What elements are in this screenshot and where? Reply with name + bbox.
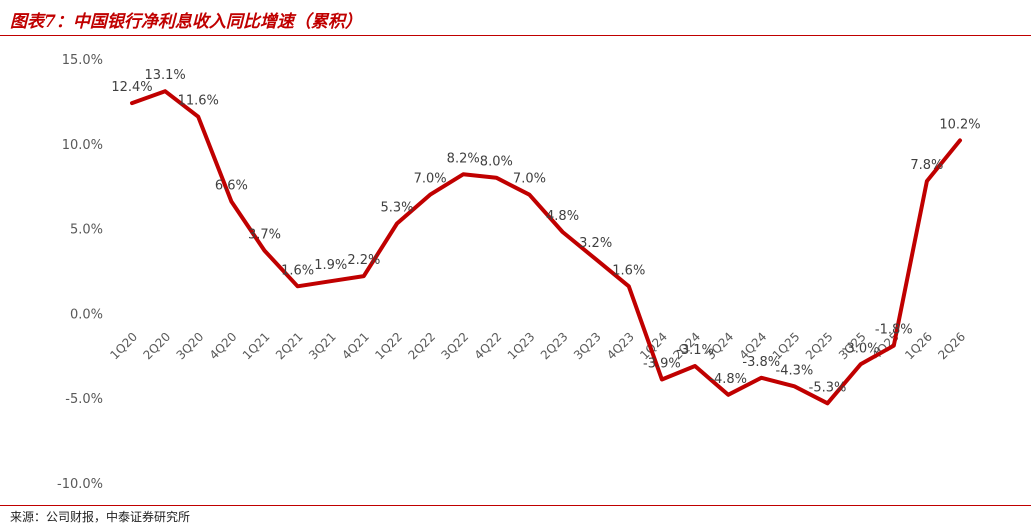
data-label: 7.0% [414, 172, 447, 187]
x-tick-label: 2Q20 [140, 330, 173, 363]
x-tick-label: 3Q21 [306, 330, 339, 363]
data-label: -5.3% [809, 380, 847, 395]
series-line [130, 89, 962, 406]
x-tick-label: 1Q22 [372, 330, 405, 363]
data-label: 5.3% [380, 201, 413, 216]
x-tick-label: 4Q21 [339, 330, 372, 363]
data-label: -3.1% [676, 343, 714, 358]
x-tick-label: 4Q22 [472, 330, 505, 363]
data-label: -4.8% [709, 372, 747, 387]
x-tick-label: 4Q23 [604, 330, 637, 363]
data-label: 11.6% [178, 94, 219, 109]
data-labels: 12.4%13.1%11.6%6.6%3.7%1.6% 1.9% 2.2%5.3%7… [111, 68, 980, 395]
data-label: 1.6% [612, 263, 645, 278]
y-tick-label: -5.0% [65, 392, 103, 407]
y-tick-label: 15.0% [62, 53, 103, 68]
data-label: 10.2% [939, 117, 980, 132]
x-tick-label: 3Q22 [439, 330, 472, 363]
data-label: 1.9% [314, 258, 347, 273]
x-axis: 1Q20 2Q20 3Q20 4Q20 1Q21 2Q21 3Q21 4Q21 1Q22 2Q22… [107, 330, 968, 363]
x-tick-label: 4Q20 [207, 330, 240, 363]
x-tick-label: 2Q26 [935, 330, 968, 363]
data-label: 7.8% [910, 158, 943, 173]
x-tick-label: 2Q21 [273, 330, 306, 363]
x-tick-label: 2Q22 [405, 330, 438, 363]
data-label: 1.6% [281, 263, 314, 278]
y-tick-label: 0.0% [70, 307, 103, 322]
x-tick-label: 2Q25 [803, 330, 836, 363]
data-label: -1.8% [875, 323, 913, 338]
data-label: -4.3% [776, 363, 814, 378]
y-tick-label: -10.0% [57, 477, 103, 492]
source-note: 来源：公司财报，中泰证券研究所 [10, 510, 191, 524]
y-tick-label: 5.0% [70, 223, 103, 238]
data-label: 8.0% [480, 155, 513, 170]
data-label: 12.4% [111, 80, 152, 95]
data-label: 8.2% [447, 151, 480, 166]
x-tick-label: 2Q23 [538, 330, 571, 363]
data-label: 6.6% [215, 178, 248, 193]
source-rule [0, 505, 1031, 506]
x-tick-label: 3Q23 [571, 330, 604, 363]
data-label: 3.2% [579, 236, 612, 251]
data-label: 7.0% [513, 172, 546, 187]
x-tick-label: 1Q21 [240, 330, 273, 363]
data-label: -3.9% [643, 357, 681, 372]
data-label: 13.1% [144, 68, 185, 83]
data-label: -3.0% [842, 341, 880, 356]
y-axis: 15.0% 10.0% 5.0% 0.0% -5.0% -10.0% [57, 53, 103, 492]
y-tick-label: 10.0% [62, 138, 103, 153]
data-label: 2.2% [347, 253, 380, 268]
x-tick-label: 1Q23 [505, 330, 538, 363]
data-label: -3.8% [742, 355, 780, 370]
data-label: 3.7% [248, 228, 281, 243]
x-tick-label: 1Q20 [107, 330, 140, 363]
title-rule [0, 35, 1031, 36]
data-label: 4.8% [546, 209, 579, 224]
line-chart: 15.0%10.0%5.0%0.0%-5.0%-10.0% 1Q20 2Q20 3Q… [57, 53, 981, 492]
x-tick-label: 3Q20 [174, 330, 207, 363]
chart-title: 图表7：中国银行净利息收入同比增速（累积） [10, 12, 362, 32]
